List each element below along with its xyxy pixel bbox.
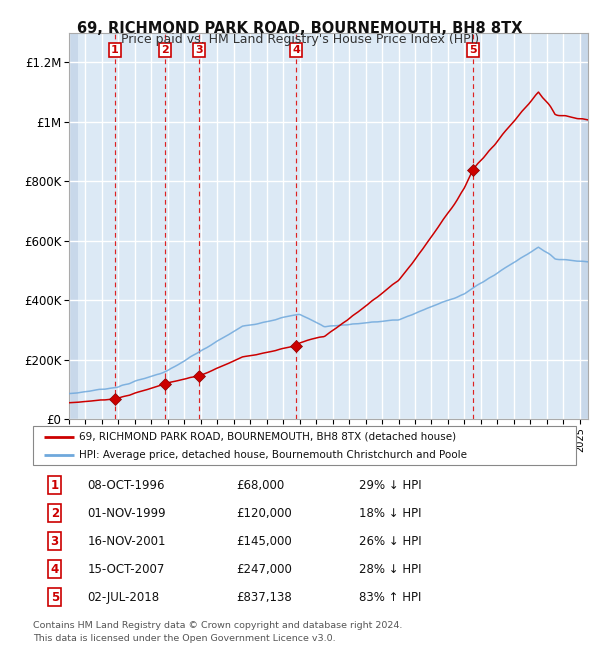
Text: 4: 4 [50, 562, 59, 576]
Text: 83% ↑ HPI: 83% ↑ HPI [359, 590, 421, 603]
Text: HPI: Average price, detached house, Bournemouth Christchurch and Poole: HPI: Average price, detached house, Bour… [79, 450, 467, 460]
Text: 28% ↓ HPI: 28% ↓ HPI [359, 562, 421, 576]
Text: 69, RICHMOND PARK ROAD, BOURNEMOUTH, BH8 8TX (detached house): 69, RICHMOND PARK ROAD, BOURNEMOUTH, BH8… [79, 432, 456, 441]
Text: 2: 2 [50, 507, 59, 520]
Text: 1: 1 [50, 478, 59, 491]
Text: 5: 5 [469, 45, 476, 55]
Text: Price paid vs. HM Land Registry's House Price Index (HPI): Price paid vs. HM Land Registry's House … [121, 32, 479, 46]
Text: 3: 3 [195, 45, 203, 55]
Text: £247,000: £247,000 [236, 562, 293, 576]
Text: £145,000: £145,000 [236, 534, 292, 547]
Bar [580, 32, 588, 419]
Text: 2: 2 [161, 45, 169, 55]
Bar [69, 32, 78, 419]
Text: 1: 1 [111, 45, 119, 55]
Text: 01-NOV-1999: 01-NOV-1999 [88, 507, 166, 520]
Text: 3: 3 [50, 534, 59, 547]
Text: 18% ↓ HPI: 18% ↓ HPI [359, 507, 421, 520]
Text: 26% ↓ HPI: 26% ↓ HPI [359, 534, 421, 547]
Text: 29% ↓ HPI: 29% ↓ HPI [359, 478, 421, 491]
Text: 4: 4 [292, 45, 300, 55]
Text: 15-OCT-2007: 15-OCT-2007 [88, 562, 164, 576]
Text: 69, RICHMOND PARK ROAD, BOURNEMOUTH, BH8 8TX: 69, RICHMOND PARK ROAD, BOURNEMOUTH, BH8… [77, 21, 523, 36]
Text: 5: 5 [50, 590, 59, 603]
Text: Contains HM Land Registry data © Crown copyright and database right 2024.
This d: Contains HM Land Registry data © Crown c… [33, 621, 403, 643]
FancyBboxPatch shape [33, 426, 576, 465]
Text: £120,000: £120,000 [236, 507, 292, 520]
Text: £837,138: £837,138 [236, 590, 292, 603]
Text: 08-OCT-1996: 08-OCT-1996 [88, 478, 165, 491]
Text: 02-JUL-2018: 02-JUL-2018 [88, 590, 160, 603]
Text: 16-NOV-2001: 16-NOV-2001 [88, 534, 166, 547]
Text: £68,000: £68,000 [236, 478, 285, 491]
